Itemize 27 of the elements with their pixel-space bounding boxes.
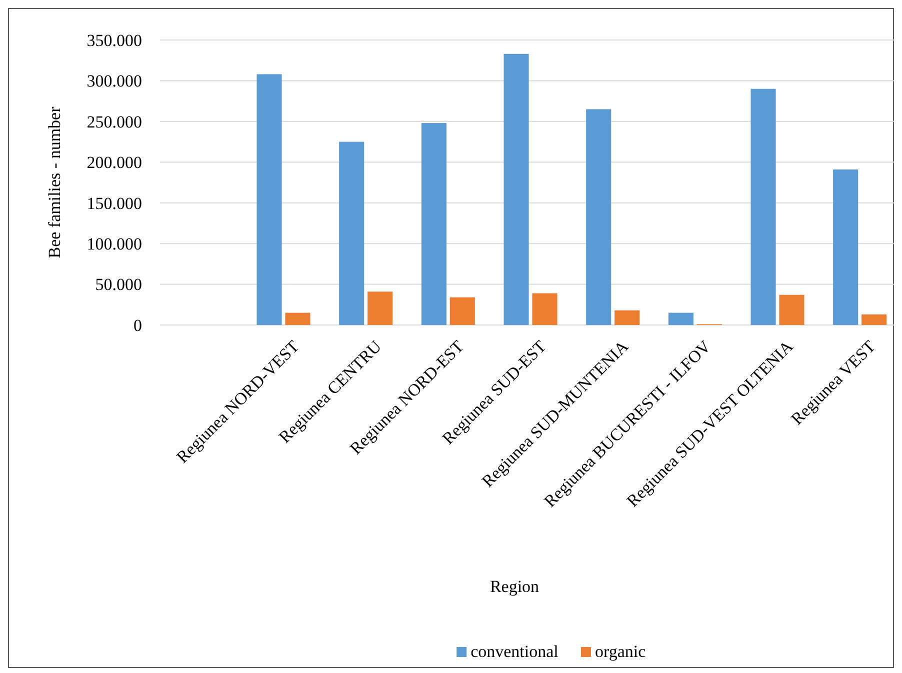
- y-axis-title: Bee families - number: [45, 106, 64, 258]
- x-axis-title: Region: [490, 577, 540, 596]
- y-tick-label: 350.000: [86, 30, 142, 50]
- bar: [532, 293, 558, 325]
- y-tick-label: 150.000: [86, 194, 142, 213]
- bar: [450, 297, 475, 325]
- bar: [421, 123, 446, 325]
- bar: [285, 312, 310, 325]
- bar: [256, 74, 282, 325]
- bar: [862, 314, 887, 325]
- bar: [614, 310, 640, 325]
- bar: [833, 169, 858, 325]
- bar: [368, 292, 393, 325]
- bar: [586, 109, 612, 325]
- y-tick-label: 100.000: [86, 234, 142, 254]
- y-tick-label: 50.000: [95, 275, 142, 294]
- y-tick-label: 0: [134, 316, 142, 335]
- bar: [504, 54, 529, 325]
- y-tick-label: 250.000: [86, 112, 142, 132]
- legend-label: organic: [595, 642, 646, 661]
- y-tick-label: 300.000: [86, 72, 142, 91]
- legend-label: conventional: [470, 642, 559, 661]
- bar: [668, 312, 694, 325]
- bar: [750, 88, 776, 325]
- bar: [339, 142, 364, 325]
- y-tick-label: 200.000: [86, 153, 142, 172]
- bar: [779, 294, 804, 325]
